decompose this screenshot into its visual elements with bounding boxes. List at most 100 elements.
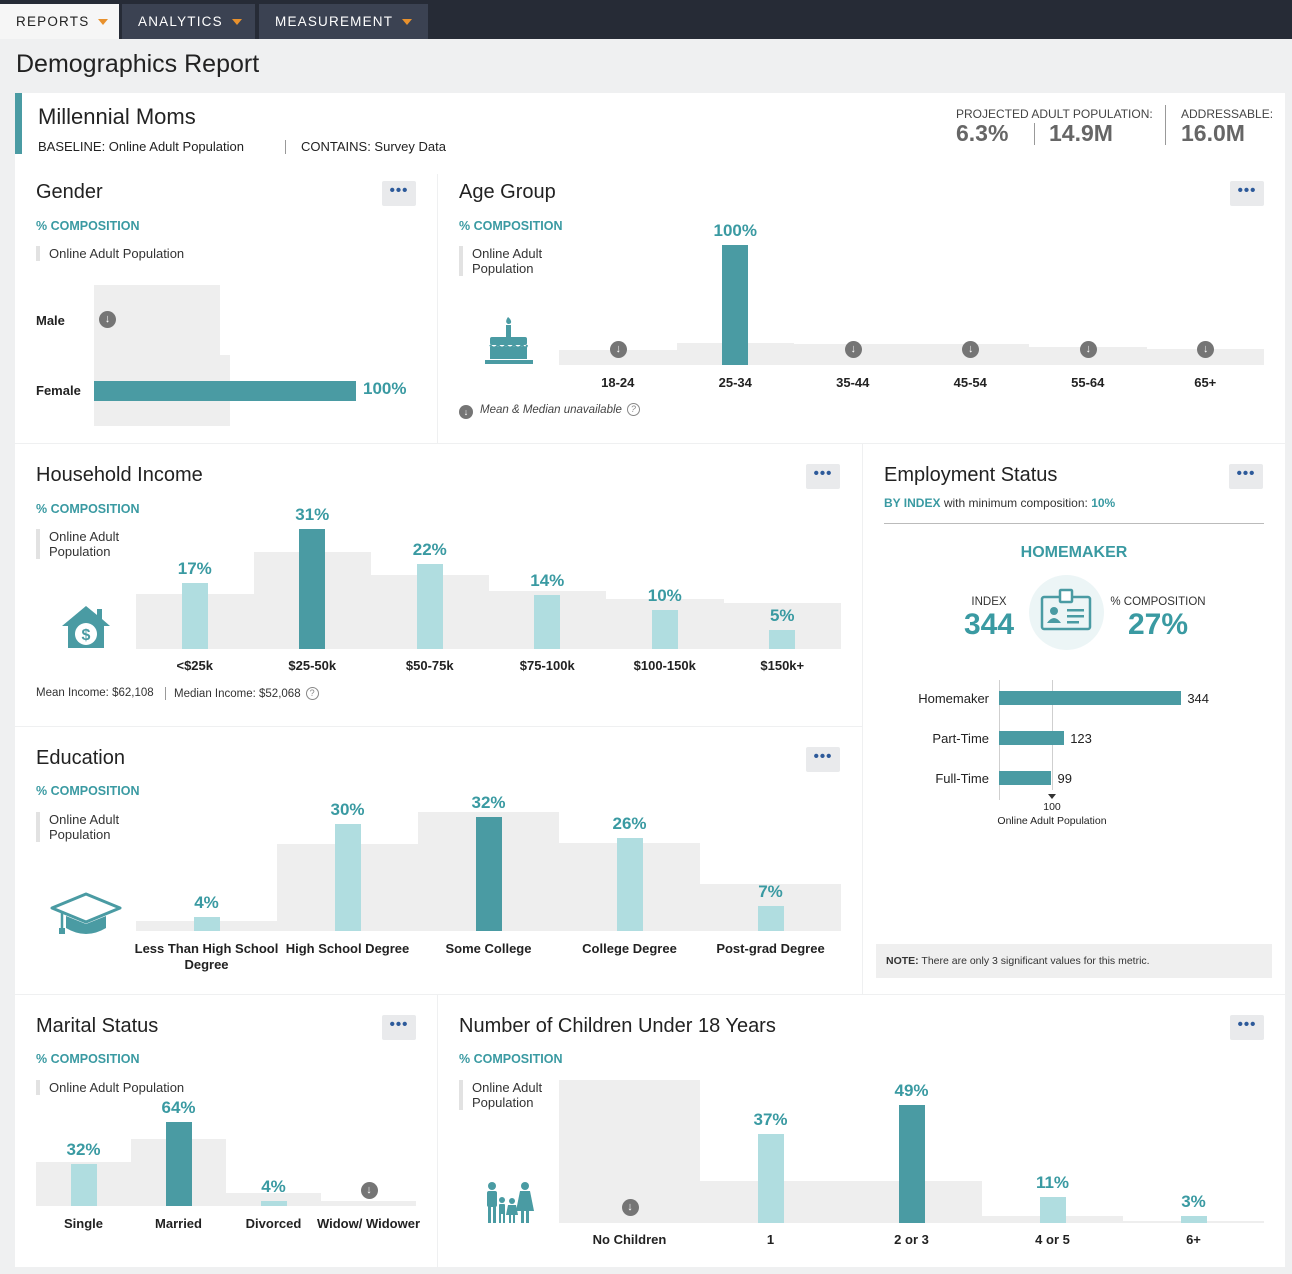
value-label: 100% xyxy=(363,379,407,398)
median-text: Median Income: $52,068 xyxy=(174,688,301,700)
baseline-label: Online Adult Population xyxy=(997,815,1107,827)
gender-panel: Gender ••• % COMPOSITION Online Adult Po… xyxy=(15,174,437,443)
row-label: Male xyxy=(36,313,65,328)
index-label: INDEX xyxy=(971,596,1007,608)
data-bar xyxy=(1039,1196,1066,1223)
panel-menu-button[interactable]: ••• xyxy=(1230,181,1264,206)
panel-menu-button[interactable]: ••• xyxy=(382,181,416,206)
composition-label: % COMPOSITION xyxy=(1110,596,1206,608)
id-card-icon xyxy=(1040,588,1092,631)
nav-tab-measurement[interactable]: MEASUREMENT xyxy=(259,4,428,39)
category-label: <$25k xyxy=(176,658,213,673)
data-bar xyxy=(1180,1215,1207,1223)
value-label: 11% xyxy=(1035,1172,1070,1192)
category-label: Less Than High School Degree xyxy=(134,941,279,972)
category-label: 35-44 xyxy=(836,375,870,390)
value-label: 37% xyxy=(753,1109,788,1129)
category-label: Post-grad Degree xyxy=(716,941,825,956)
index-value: 123 xyxy=(1070,731,1092,746)
category-label: 6+ xyxy=(1186,1232,1201,1247)
index-value: 99 xyxy=(1057,771,1072,786)
composition-value: 27% xyxy=(1127,608,1189,641)
panel-menu-button[interactable]: ••• xyxy=(806,747,840,772)
baseline-bar xyxy=(226,1193,321,1206)
baseline-value: 100 xyxy=(1043,801,1061,813)
caret-down-icon xyxy=(402,18,413,25)
category-label: 55-64 xyxy=(1071,375,1105,390)
value-label: 4% xyxy=(261,1176,286,1196)
segment-name: Millennial Moms xyxy=(38,104,196,129)
note-text: Mean & Median unavailable xyxy=(480,404,622,416)
down-arrow-icon: ↓ xyxy=(459,405,473,419)
page-title: Demographics Report xyxy=(16,50,260,78)
baseline-bar xyxy=(321,1201,416,1206)
age-panel: Age Group ••• % COMPOSITION Online Adult… xyxy=(438,174,1285,443)
index-filter: BY INDEX with minimum composition: 10% xyxy=(884,496,1115,510)
nav-tab-label: MEASUREMENT xyxy=(275,14,394,29)
help-icon[interactable]: ? xyxy=(305,687,319,700)
composition-label: % COMPOSITION xyxy=(36,502,140,516)
min-comp-value: 10% xyxy=(1091,496,1116,510)
value-label: 4% xyxy=(194,892,219,912)
panel-menu-button[interactable]: ••• xyxy=(1229,464,1263,489)
value-label: 7% xyxy=(758,882,783,902)
value-label: 31% xyxy=(295,505,330,524)
panel-title: Employment Status xyxy=(884,464,1058,486)
data-bar xyxy=(757,906,784,931)
category-label: 45-54 xyxy=(953,375,987,390)
note-bold: NOTE: xyxy=(886,955,919,967)
category-label: 2 or 3 xyxy=(894,1232,929,1247)
row-label: Part-Time xyxy=(932,731,989,746)
baseline-legend: Online Adult Population xyxy=(36,1080,184,1095)
composition-label: % COMPOSITION xyxy=(36,1052,140,1066)
category-label: $25-50k xyxy=(288,658,337,673)
top-nav: REPORTS ANALYTICS MEASUREMENT xyxy=(0,0,1292,39)
data-bar xyxy=(898,1105,925,1223)
min-comp-text: with minimum composition: xyxy=(943,496,1088,510)
data-bar xyxy=(181,583,208,649)
category-label: Married xyxy=(155,1216,202,1231)
baseline-legend: Online Adult Population xyxy=(36,246,184,261)
value-label: 5% xyxy=(769,605,795,625)
category-label: Divorced xyxy=(245,1216,302,1231)
nav-tab-label: ANALYTICS xyxy=(138,14,223,29)
projected-pct: 6.3% xyxy=(956,120,1009,146)
row-label: Full-Time xyxy=(935,771,989,786)
category-label: College Degree xyxy=(582,941,677,956)
index-bar xyxy=(999,771,1052,785)
panel-menu-button[interactable]: ••• xyxy=(806,464,840,489)
panel-title: Education xyxy=(36,747,125,769)
data-bar xyxy=(769,629,796,649)
panel-title: Household Income xyxy=(36,464,203,486)
composition-label: % COMPOSITION xyxy=(459,1052,563,1066)
nav-tab-analytics[interactable]: ANALYTICS xyxy=(122,4,255,39)
category-label: Single xyxy=(63,1216,103,1231)
baseline-legend: Online Adult Population xyxy=(36,529,151,559)
panel-title: Age Group xyxy=(459,181,556,203)
caret-down-icon xyxy=(231,18,242,25)
panel-title: Marital Status xyxy=(36,1015,159,1037)
down-arrow-icon: ↓ xyxy=(844,341,862,358)
children-panel: Number of Children Under 18 Years ••• % … xyxy=(438,995,1285,1267)
help-icon[interactable]: ? xyxy=(626,403,640,416)
index-value: 344 xyxy=(963,608,1015,641)
data-bar xyxy=(475,817,502,931)
panel-menu-button[interactable]: ••• xyxy=(1230,1015,1264,1040)
marital-panel: Marital Status ••• % COMPOSITION Online … xyxy=(15,995,437,1267)
data-bar xyxy=(651,610,678,649)
note-text: There are only 3 significant values for … xyxy=(921,955,1150,967)
category-label: $100-150k xyxy=(633,658,696,673)
value-label: 32% xyxy=(66,1140,101,1159)
nav-tab-reports[interactable]: REPORTS xyxy=(0,4,119,39)
value-label: 32% xyxy=(471,793,506,812)
family-icon xyxy=(487,1182,534,1223)
panel-menu-button[interactable]: ••• xyxy=(382,1015,416,1040)
category-label: High School Degree xyxy=(285,941,410,956)
education-panel: Education ••• % COMPOSITION Online Adult… xyxy=(15,727,862,994)
female-bar xyxy=(94,381,356,401)
mean-income: Mean Income: $62,108 xyxy=(36,687,154,699)
panel-title: Number of Children Under 18 Years xyxy=(459,1015,776,1037)
employment-panel: Employment Status ••• BY INDEX with mini… xyxy=(863,444,1285,994)
value-label: 30% xyxy=(330,800,365,820)
accent-stripe xyxy=(15,93,22,154)
